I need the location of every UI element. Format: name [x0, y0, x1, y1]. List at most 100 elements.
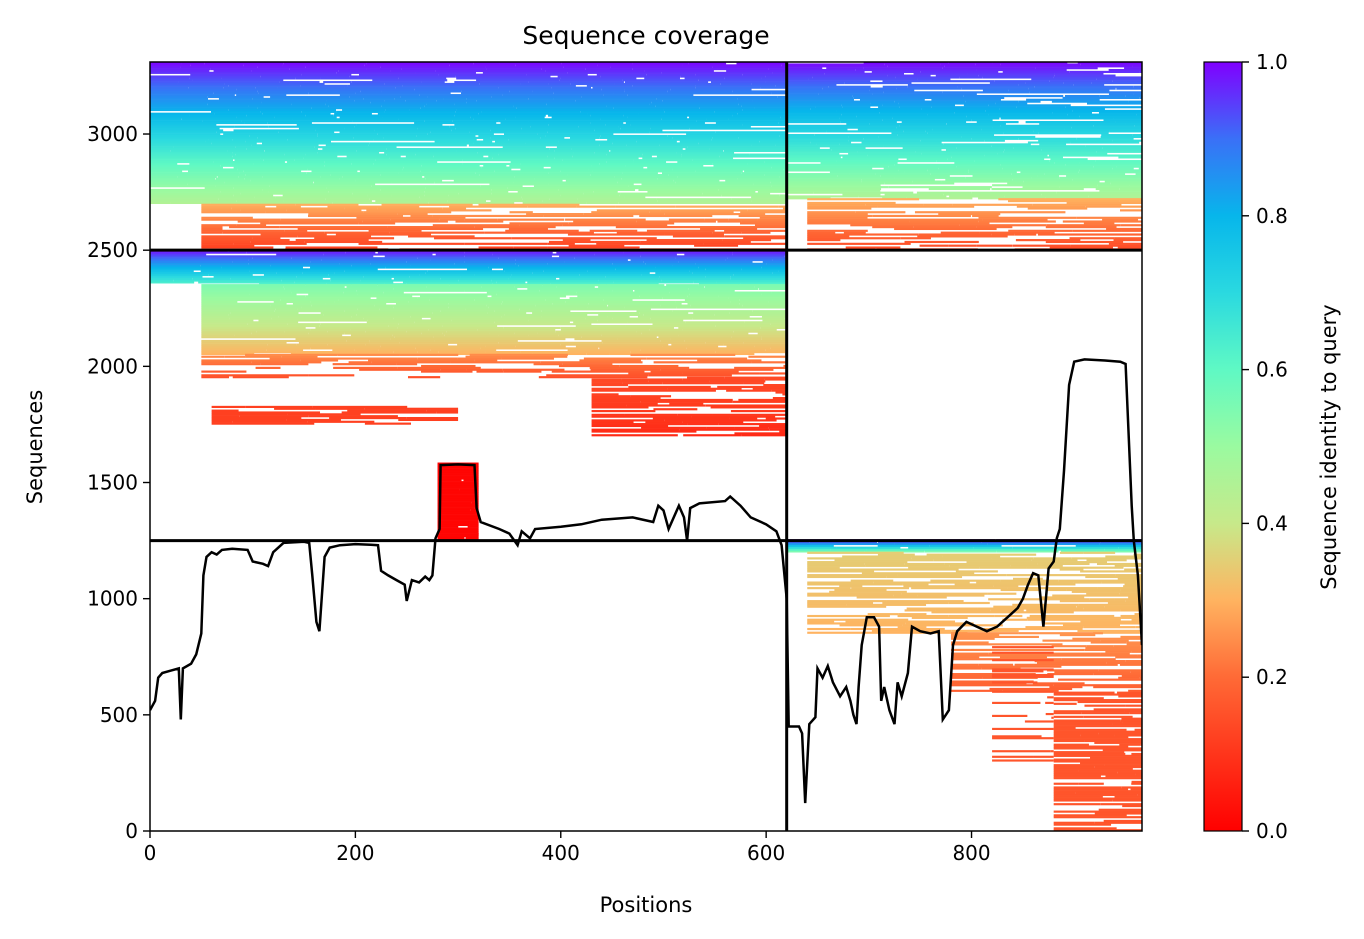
coverage-band [201, 300, 238, 303]
coverage-band [807, 205, 878, 208]
coverage-band [758, 287, 787, 290]
coverage-band [639, 214, 713, 218]
coverage-band [267, 343, 297, 346]
coverage-band [150, 99, 219, 102]
coverage-band [188, 170, 244, 173]
coverage-band [244, 177, 340, 180]
coverage-band [1122, 721, 1142, 724]
coverage-band [437, 520, 479, 523]
coverage-band [573, 220, 637, 223]
coverage-band [807, 233, 919, 236]
coverage-band [548, 114, 591, 117]
coverage-band [585, 317, 613, 320]
coverage-band [421, 81, 445, 84]
coverage-band [852, 94, 964, 98]
coverage-band [394, 97, 444, 100]
coverage-band [479, 82, 521, 86]
coverage-band [473, 142, 526, 145]
coverage-band [695, 73, 743, 76]
coverage-band [724, 77, 762, 80]
coverage-band [658, 398, 733, 402]
coverage-band [300, 84, 348, 87]
coverage-band [565, 218, 646, 221]
coverage-band [542, 284, 607, 287]
coverage-band [419, 196, 522, 199]
coverage-band [398, 323, 482, 326]
coverage-band [807, 237, 901, 240]
coverage-band [494, 170, 561, 173]
coverage-band [358, 222, 396, 225]
coverage-band [1119, 200, 1142, 203]
coverage-band [494, 310, 542, 313]
coverage-band [424, 194, 449, 197]
coverage-band [460, 92, 554, 95]
coverage-band [902, 624, 960, 627]
coverage-band [327, 330, 366, 333]
coverage-band [1076, 137, 1134, 140]
coverage-band [918, 233, 992, 236]
coverage-band [205, 140, 246, 143]
coverage-band [478, 533, 479, 536]
coverage-band [742, 108, 787, 112]
coverage-band [466, 97, 529, 100]
coverage-band [570, 82, 615, 86]
coverage-band [262, 175, 321, 178]
coverage-band [649, 328, 683, 331]
coverage-band [725, 259, 773, 262]
coverage-band [576, 291, 670, 294]
coverage-band [961, 87, 1029, 90]
coverage-band [501, 315, 542, 318]
coverage-band [808, 78, 918, 81]
coverage-band [834, 588, 887, 592]
coverage-band [1080, 570, 1142, 573]
coverage-band [972, 214, 999, 218]
coverage-band [978, 663, 1014, 666]
coverage-band [437, 508, 471, 512]
coverage-band [548, 240, 595, 244]
coverage-band [754, 345, 787, 348]
coverage-band [636, 330, 734, 333]
coverage-band [1134, 124, 1142, 127]
coverage-band [251, 361, 322, 364]
coverage-band [515, 345, 566, 348]
coverage-band [332, 201, 429, 205]
coverage-band [342, 108, 386, 112]
coverage-band [618, 125, 719, 128]
coverage-band [1126, 643, 1142, 646]
coverage-band [238, 175, 263, 178]
coverage-band [741, 231, 771, 234]
coverage-band [667, 387, 742, 390]
coverage-band [807, 601, 874, 605]
coverage-band [224, 355, 246, 358]
coverage-band [260, 363, 309, 366]
coverage-band [351, 162, 374, 165]
coverage-band [600, 118, 662, 121]
coverage-band [863, 62, 949, 64]
coverage-band [245, 173, 331, 177]
coverage-band [311, 107, 421, 110]
coverage-band [943, 143, 969, 146]
coverage-band [807, 574, 898, 577]
coverage-band [532, 311, 640, 315]
coverage-band [548, 172, 623, 175]
plot-frame [149, 61, 1143, 832]
coverage-band [326, 99, 355, 102]
coverage-band [417, 357, 458, 360]
coverage-band [574, 338, 618, 341]
coverage-band [786, 154, 868, 157]
coverage-band [948, 62, 993, 64]
coverage-band [856, 115, 967, 118]
coverage-band [698, 185, 772, 188]
coverage-band [865, 564, 950, 567]
coverage-band [816, 143, 840, 146]
coverage-band [786, 546, 837, 549]
coverage-band [813, 191, 914, 194]
coverage-band [430, 317, 494, 320]
coverage-band [738, 284, 787, 287]
coverage-band [308, 213, 398, 216]
coverage-band [150, 79, 193, 82]
coverage-band [456, 108, 554, 112]
coverage-band [503, 326, 561, 330]
coverage-band [646, 357, 719, 360]
coverage-band [296, 275, 364, 278]
